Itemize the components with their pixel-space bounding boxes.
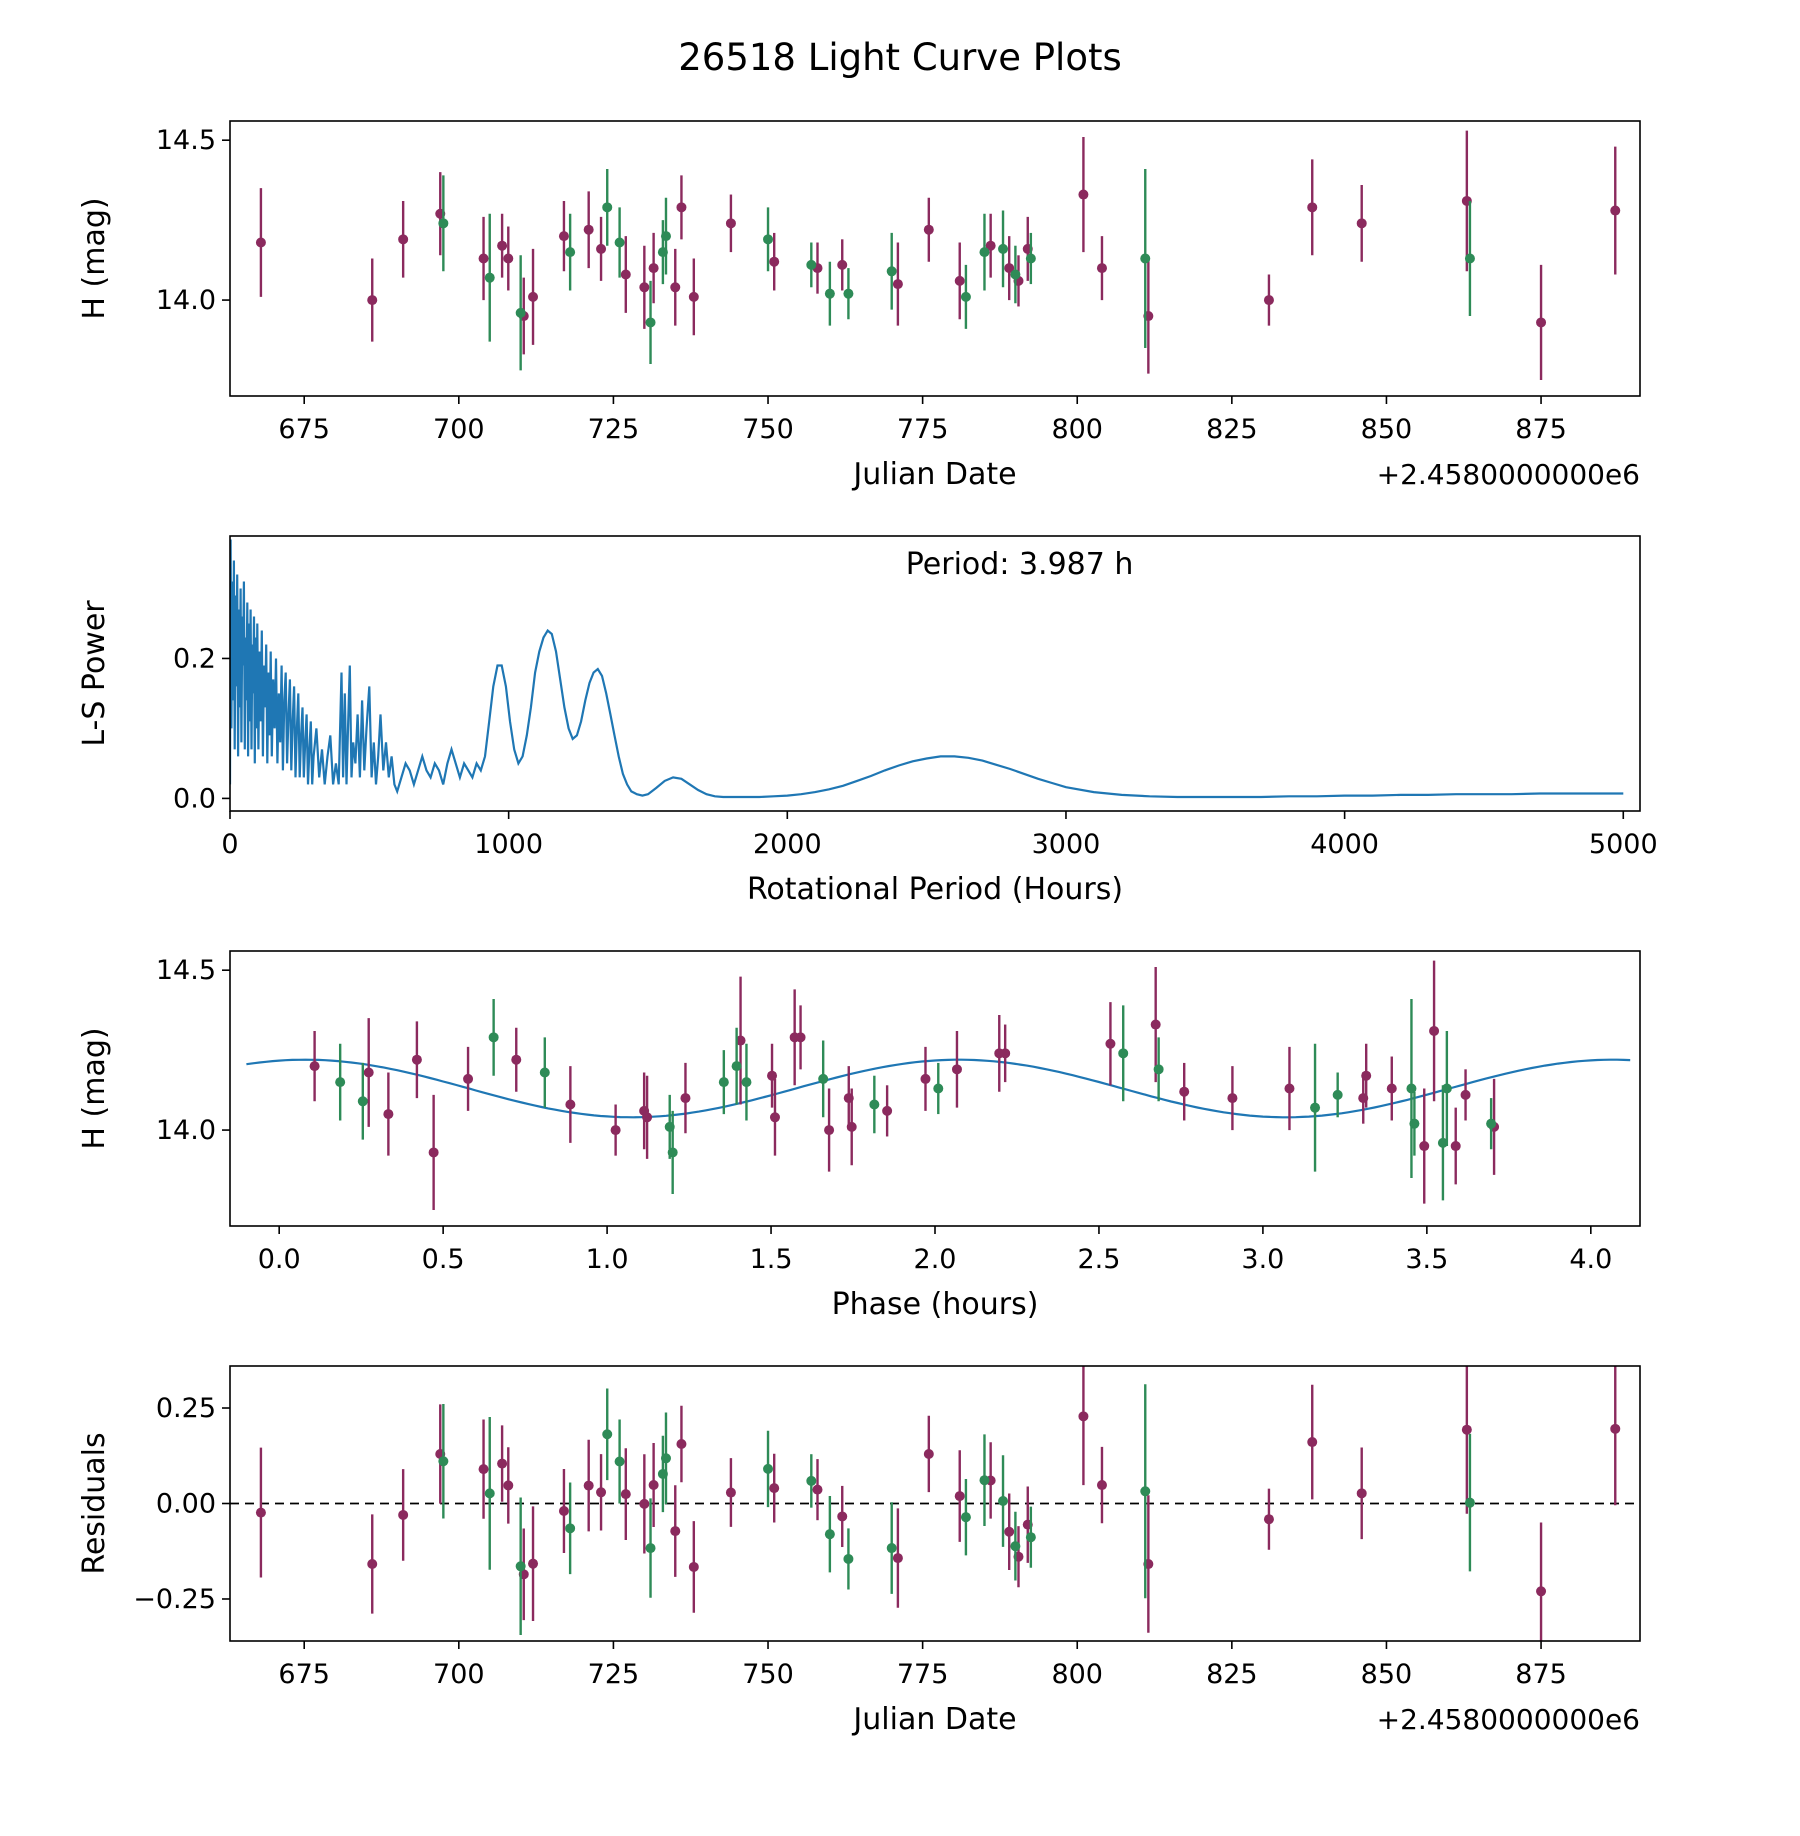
periodogram-svg: 0 1000 2000 3000 4000 5000 0.0 0.2 Rotational Pe… xyxy=(77,535,1658,907)
svg-text:1.5: 1.5 xyxy=(750,1244,793,1275)
plot-area xyxy=(230,1366,1640,1641)
plot-area xyxy=(246,960,1631,1211)
svg-text:0.25: 0.25 xyxy=(156,1393,216,1424)
svg-text:14.0: 14.0 xyxy=(156,285,216,316)
svg-text:700: 700 xyxy=(433,414,485,445)
svg-text:800: 800 xyxy=(1051,414,1103,445)
figure-title: 26518 Light Curve Plots xyxy=(678,36,1122,79)
phase-folded-panel: 0.0 0.5 1.0 1.5 2.0 2.5 3.0 3.5 4.0 14.0 14.5 Phase… xyxy=(0,933,1800,1338)
svg-text:4.0: 4.0 xyxy=(1569,1244,1612,1275)
x-axis-label: Phase (hours) xyxy=(832,1287,1039,1322)
svg-text:0.2: 0.2 xyxy=(173,643,216,674)
svg-text:2.0: 2.0 xyxy=(914,1244,957,1275)
periodogram-panel: 0 1000 2000 3000 4000 5000 0.0 0.2 Rotational Pe… xyxy=(0,518,1800,923)
svg-text:3000: 3000 xyxy=(1032,829,1101,860)
svg-text:1000: 1000 xyxy=(474,829,543,860)
svg-text:2.5: 2.5 xyxy=(1077,1244,1120,1275)
period-annotation: Period: 3.987 h xyxy=(906,547,1134,582)
plot-area xyxy=(255,130,1621,381)
svg-text:875: 875 xyxy=(1515,414,1567,445)
svg-text:0.0: 0.0 xyxy=(173,783,216,814)
figure-canvas: 26518 Light Curve Plots 675 700 725 750 775 8… xyxy=(0,36,1800,1836)
svg-text:725: 725 xyxy=(588,1659,640,1690)
light-curve-panel: 675 700 725 750 775 800 825 850 875 14.0 14.5 Julia… xyxy=(0,103,1800,508)
svg-text:750: 750 xyxy=(742,1659,794,1690)
svg-text:5000: 5000 xyxy=(1589,829,1658,860)
x-axis-label: Julian Date xyxy=(851,1702,1016,1737)
svg-text:825: 825 xyxy=(1206,414,1258,445)
svg-text:14.5: 14.5 xyxy=(156,125,216,156)
axis-ticks: 675 700 725 750 775 800 825 850 875 14.0 14.5 xyxy=(156,125,1567,445)
observations-set-a xyxy=(255,130,1621,381)
x-axis-label: Rotational Period (Hours) xyxy=(747,872,1123,907)
phase-folded-curve-svg: 0.0 0.5 1.0 1.5 2.0 2.5 3.0 3.5 4.0 14.0 14.5 Phase… xyxy=(77,950,1641,1322)
curve-line xyxy=(230,539,1624,799)
x-axis-label: Julian Date xyxy=(851,457,1016,492)
y-axis-label: Residuals xyxy=(77,1432,112,1574)
svg-text:0.00: 0.00 xyxy=(156,1489,216,1520)
axis-ticks: 0.0 0.5 1.0 1.5 2.0 2.5 3.0 3.5 4.0 14.0 14.5 xyxy=(156,955,1612,1275)
svg-text:775: 775 xyxy=(897,1659,949,1690)
svg-text:875: 875 xyxy=(1515,1659,1567,1690)
svg-text:3.0: 3.0 xyxy=(1241,1244,1284,1275)
svg-text:0.5: 0.5 xyxy=(422,1244,465,1275)
svg-text:14.0: 14.0 xyxy=(156,1115,216,1146)
svg-text:3.5: 3.5 xyxy=(1405,1244,1448,1275)
y-axis-label: H (mag) xyxy=(77,1027,112,1149)
observations-set-b xyxy=(438,168,1475,371)
y-axis-label: H (mag) xyxy=(77,197,112,319)
observations-set-a xyxy=(255,1366,1621,1641)
observations-set-a xyxy=(309,960,1500,1211)
svg-text:2000: 2000 xyxy=(753,829,822,860)
axis-ticks: 675 700 725 750 775 800 825 850 875 −0.25 0.00 0.25 xyxy=(133,1393,1567,1690)
svg-text:1.0: 1.0 xyxy=(586,1244,629,1275)
svg-text:14.5: 14.5 xyxy=(156,955,216,986)
light-curve-svg: 675 700 725 750 775 800 825 850 875 14.0 14.5 Julia… xyxy=(77,120,1641,492)
plot-area xyxy=(230,539,1624,799)
svg-text:725: 725 xyxy=(588,414,640,445)
svg-text:675: 675 xyxy=(278,414,330,445)
observations-set-b xyxy=(335,998,1497,1201)
residuals-svg: 675 700 725 750 775 800 825 850 875 −0.25 0.00 0.25… xyxy=(77,1365,1641,1737)
svg-text:825: 825 xyxy=(1206,1659,1258,1690)
svg-text:800: 800 xyxy=(1051,1659,1103,1690)
svg-text:750: 750 xyxy=(742,414,794,445)
axes-spines xyxy=(229,535,1641,812)
svg-text:675: 675 xyxy=(278,1659,330,1690)
x-axis-offset: +2.4580000000e6 xyxy=(1377,1703,1640,1736)
axes-spines xyxy=(229,120,1641,397)
x-axis-offset: +2.4580000000e6 xyxy=(1377,458,1640,491)
svg-text:700: 700 xyxy=(433,1659,485,1690)
curve-line xyxy=(246,1058,1631,1119)
svg-text:850: 850 xyxy=(1361,414,1413,445)
svg-text:850: 850 xyxy=(1361,1659,1413,1690)
svg-text:0: 0 xyxy=(221,829,238,860)
svg-text:775: 775 xyxy=(897,414,949,445)
svg-text:0.0: 0.0 xyxy=(258,1244,301,1275)
residuals-panel: 675 700 725 750 775 800 825 850 875 −0.25 0.00 0.25… xyxy=(0,1348,1800,1753)
svg-text:−0.25: −0.25 xyxy=(133,1584,216,1615)
observations-set-b xyxy=(438,1384,1475,1636)
svg-text:4000: 4000 xyxy=(1310,829,1379,860)
y-axis-label: L-S Power xyxy=(77,600,112,747)
axis-ticks: 0 1000 2000 3000 4000 5000 0.0 0.2 xyxy=(173,643,1658,860)
